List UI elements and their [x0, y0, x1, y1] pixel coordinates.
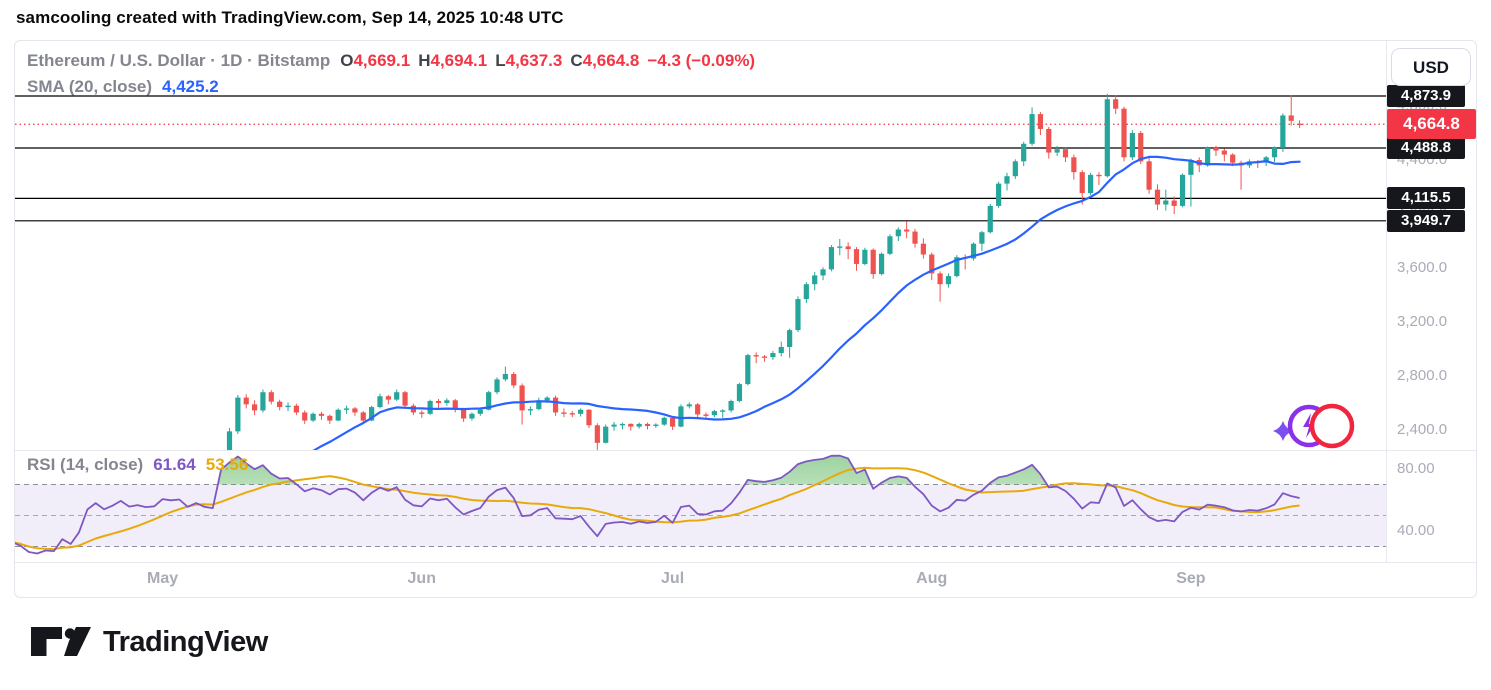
price-tick: 2,800.0 — [1397, 366, 1448, 384]
rsi-tick: 80.00 — [1397, 460, 1435, 477]
rsi-ma-value: 53.56 — [205, 455, 249, 474]
price-pane[interactable] — [15, 41, 1386, 451]
price-level-label: 3,949.7 — [1387, 209, 1465, 232]
rsi-line[interactable] — [15, 454, 1300, 555]
tradingview-logo-icon — [31, 627, 91, 656]
symbol-title: Ethereum / U.S. Dollar · 1D · Bitstamp — [27, 51, 331, 70]
rsi-value: 61.64 — [153, 455, 196, 474]
sma-line[interactable] — [54, 155, 1301, 451]
sma-label: SMA (20, close) — [27, 77, 153, 96]
candlestick-series[interactable] — [226, 93, 1303, 451]
price-level-label: 4,488.8 — [1387, 137, 1465, 159]
pane-separator[interactable] — [15, 450, 1476, 451]
lightning-icon — [1303, 413, 1315, 438]
rsi-label: RSI (14, close) — [27, 455, 144, 474]
rsi-pane[interactable] — [15, 451, 1386, 562]
rsi-legend: RSI (14, close) 61.64 53.56 — [27, 455, 248, 475]
usflag-circle-bg — [1312, 406, 1352, 446]
ethusd-pair-icon — [1273, 403, 1355, 449]
current-price-label: 4,664.8 — [1387, 109, 1476, 140]
time-axis-label: Jun — [407, 570, 436, 587]
price-tick: 3,200.0 — [1397, 312, 1448, 330]
price-axis[interactable] — [1386, 41, 1477, 562]
main-legend: Ethereum / U.S. Dollar · 1D · Bitstamp O4… — [27, 48, 755, 100]
ohlc-item: C4,664.8 — [570, 51, 640, 70]
attribution-text: samcooling created with TradingView.com,… — [16, 8, 564, 27]
time-axis-label: May — [147, 570, 179, 587]
time-axis-label: Jul — [661, 570, 685, 587]
sma-legend-row: SMA (20, close) 4,425.2 — [27, 74, 755, 100]
symbol-legend-row: Ethereum / U.S. Dollar · 1D · Bitstamp O4… — [27, 48, 755, 74]
price-tick: 3,600.0 — [1397, 258, 1448, 276]
price-level-label: 4,873.9 — [1387, 85, 1465, 108]
ohlc-item: L4,637.3 — [495, 51, 563, 70]
time-axis-label: Sep — [1176, 570, 1206, 587]
ohlc-item: H4,694.1 — [418, 51, 488, 70]
rsi-tick: 40.00 — [1397, 522, 1435, 539]
change-value: −4.3 (−0.09%) — [647, 51, 756, 70]
sma-value: 4,425.2 — [162, 77, 219, 96]
price-level-label: 4,115.5 — [1387, 187, 1465, 210]
time-axis-label: Aug — [916, 570, 948, 587]
chart-container: Ethereum / U.S. Dollar · 1D · Bitstamp O4… — [14, 40, 1477, 598]
currency-button[interactable]: USD — [1391, 48, 1471, 86]
usflag-ring — [1309, 403, 1355, 449]
tradingview-logo-text: TradingView — [103, 625, 268, 658]
price-tick: 2,400.0 — [1397, 421, 1448, 438]
tradingview-watermark[interactable]: TradingView — [30, 624, 268, 660]
ohlc-item: O4,669.1 — [340, 51, 411, 70]
ohlc-values: O4,669.1 H4,694.1 L4,637.3 C4,664.8 — [340, 51, 647, 70]
time-axis[interactable]: May Jun Jul Aug Sep — [15, 562, 1476, 598]
sparkle-icon — [1273, 421, 1293, 441]
